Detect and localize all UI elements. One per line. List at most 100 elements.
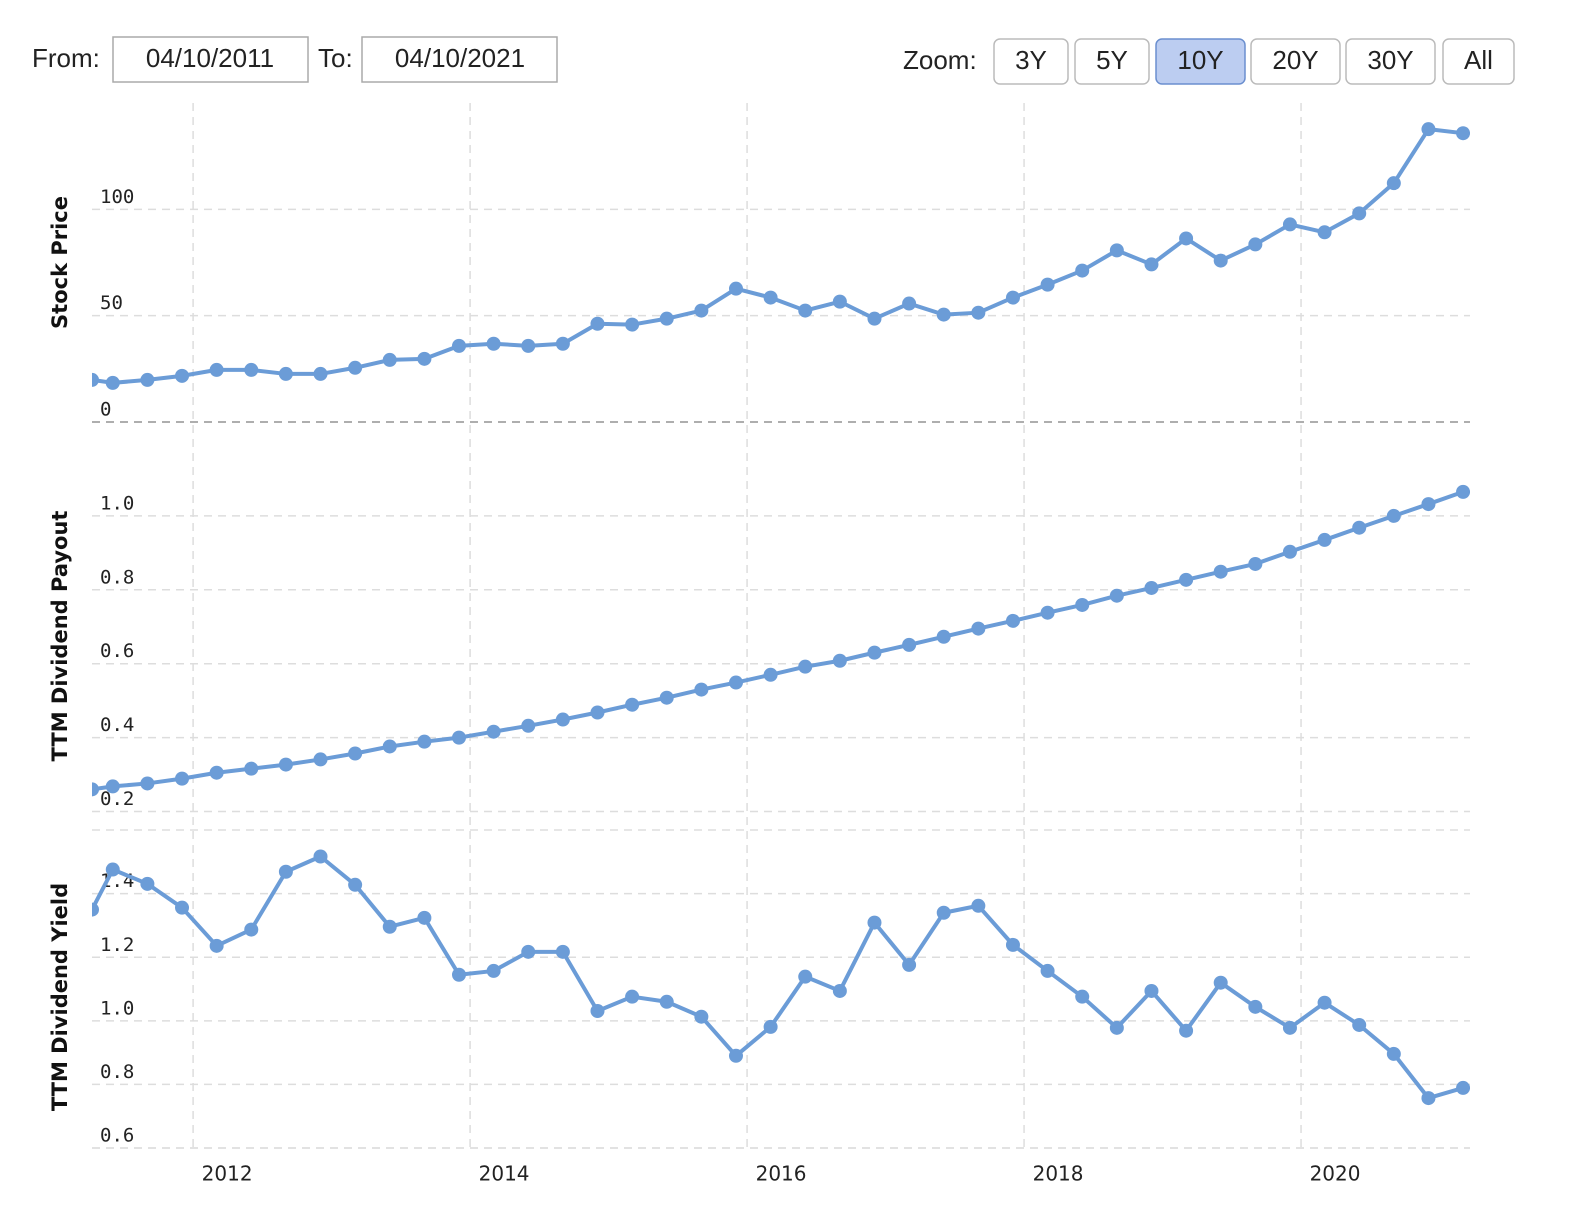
point: [659, 311, 674, 326]
y-tick-label: 1.0: [100, 997, 134, 1019]
point: [175, 368, 190, 383]
point: [832, 294, 847, 309]
point: [1144, 257, 1159, 272]
point: [798, 303, 813, 318]
zoom-button-label[interactable]: 3Y: [1015, 45, 1047, 75]
zoom-button[interactable]: [1155, 38, 1246, 85]
from-value[interactable]: 04/10/2011: [146, 43, 274, 73]
point: [105, 375, 120, 390]
y-tick-label: 1.0: [100, 492, 134, 514]
point: [1005, 290, 1020, 305]
point: [1248, 556, 1263, 571]
y-tick-label: 0.8: [100, 566, 134, 588]
point: [625, 317, 640, 332]
point: [1352, 520, 1367, 535]
plot-area: [92, 484, 1470, 797]
zoom-button[interactable]: [1074, 38, 1150, 85]
point: [278, 864, 293, 879]
y-axis-title: TTM Dividend Payout: [48, 511, 72, 762]
point: [971, 305, 986, 320]
point: [105, 862, 120, 877]
point: [1144, 580, 1159, 595]
point: [140, 776, 155, 791]
point: [486, 963, 501, 978]
y-tick-label: 0: [100, 399, 111, 421]
point: [417, 734, 432, 749]
point: [209, 362, 224, 377]
point: [382, 739, 397, 754]
point: [590, 705, 605, 720]
point: [625, 989, 640, 1004]
y-tick-label: 0.2: [100, 788, 134, 810]
zoom-label: Zoom:: [903, 45, 977, 75]
point: [1040, 963, 1055, 978]
y-tick-label: 1.2: [100, 934, 134, 956]
point: [452, 730, 467, 745]
point: [625, 697, 640, 712]
point: [1352, 1017, 1367, 1032]
zoom-button[interactable]: [1250, 38, 1341, 85]
point: [1005, 613, 1020, 628]
point: [902, 637, 917, 652]
point: [1109, 588, 1124, 603]
point: [798, 659, 813, 674]
from-input[interactable]: [112, 36, 309, 83]
point: [209, 765, 224, 780]
point: [1386, 508, 1401, 523]
line: [92, 489, 1464, 792]
point: [728, 675, 743, 690]
y-tick-label: 0.4: [100, 714, 134, 736]
zoom-button[interactable]: [1345, 38, 1436, 85]
zoom-button[interactable]: [1442, 38, 1515, 85]
line: [92, 127, 1464, 385]
zoom-button-label[interactable]: All: [1464, 45, 1493, 75]
point: [175, 900, 190, 915]
point: [452, 338, 467, 353]
point: [555, 944, 570, 959]
point: [936, 307, 951, 322]
y-tick-label: 0.6: [100, 1125, 134, 1147]
point: [936, 905, 951, 920]
to-value[interactable]: 04/10/2021: [395, 43, 525, 73]
x-tick-label: 2014: [479, 1162, 530, 1186]
zoom-button-label[interactable]: 10Y: [1177, 45, 1223, 75]
point: [694, 682, 709, 697]
point: [867, 311, 882, 326]
point: [1040, 277, 1055, 292]
y-tick-label: 100: [100, 186, 134, 208]
point: [1317, 532, 1332, 547]
point: [590, 316, 605, 331]
point: [92, 782, 99, 797]
point: [105, 779, 120, 794]
point: [1352, 206, 1367, 221]
y-tick-label: 0.8: [100, 1061, 134, 1083]
point: [209, 938, 224, 953]
point: [1075, 989, 1090, 1004]
point: [140, 876, 155, 891]
point: [728, 281, 743, 296]
x-tick-label: 2018: [1033, 1162, 1084, 1186]
point: [763, 1019, 778, 1034]
point: [971, 621, 986, 636]
y-axis-title: TTM Dividend Yield: [48, 883, 72, 1111]
zoom-button-label[interactable]: 20Y: [1272, 45, 1318, 75]
point: [452, 967, 467, 982]
point: [1213, 253, 1228, 268]
point: [555, 336, 570, 351]
zoom-button[interactable]: [993, 38, 1069, 85]
point: [417, 910, 432, 925]
point: [382, 919, 397, 934]
point: [659, 690, 674, 705]
point: [244, 362, 259, 377]
point: [763, 667, 778, 682]
point: [92, 372, 99, 387]
zoom-button-label[interactable]: 30Y: [1367, 45, 1413, 75]
point: [971, 898, 986, 913]
point: [728, 1048, 743, 1063]
point: [694, 1009, 709, 1024]
point: [1421, 1091, 1436, 1106]
point: [278, 366, 293, 381]
point: [1179, 572, 1194, 587]
to-input[interactable]: [361, 36, 558, 83]
zoom-button-label[interactable]: 5Y: [1096, 45, 1128, 75]
